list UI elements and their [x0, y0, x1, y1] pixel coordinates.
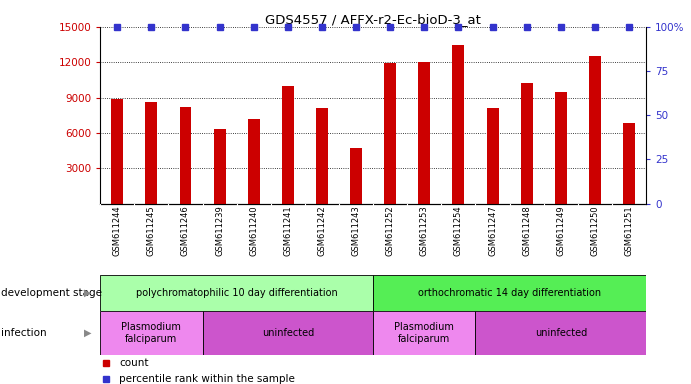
Text: GSM611248: GSM611248 — [522, 206, 531, 257]
Text: development stage: development stage — [1, 288, 102, 298]
Bar — [521, 83, 533, 204]
Bar — [316, 108, 328, 204]
Bar — [100, 311, 202, 355]
Bar — [145, 102, 158, 204]
Text: GSM611239: GSM611239 — [215, 206, 224, 257]
Bar — [384, 63, 396, 204]
Bar — [282, 86, 294, 204]
Text: GSM611241: GSM611241 — [283, 206, 292, 256]
Text: ▶: ▶ — [84, 288, 92, 298]
Bar — [373, 275, 646, 311]
Bar — [589, 56, 601, 204]
Bar — [248, 119, 260, 204]
Text: orthochromatic 14 day differentiation: orthochromatic 14 day differentiation — [418, 288, 601, 298]
Text: count: count — [120, 358, 149, 368]
Text: GSM611250: GSM611250 — [590, 206, 599, 256]
Text: Plasmodium
falciparum: Plasmodium falciparum — [395, 322, 454, 344]
Bar — [475, 311, 646, 355]
Text: polychromatophilic 10 day differentiation: polychromatophilic 10 day differentiatio… — [136, 288, 337, 298]
Text: GSM611246: GSM611246 — [181, 206, 190, 257]
Text: GSM611254: GSM611254 — [454, 206, 463, 256]
Text: GSM611253: GSM611253 — [420, 206, 429, 257]
Bar — [373, 311, 475, 355]
Bar — [214, 129, 225, 204]
Text: GSM611247: GSM611247 — [488, 206, 497, 257]
Bar — [623, 123, 635, 204]
Text: Plasmodium
falciparum: Plasmodium falciparum — [122, 322, 181, 344]
Title: GDS4557 / AFFX-r2-Ec-bioD-3_at: GDS4557 / AFFX-r2-Ec-bioD-3_at — [265, 13, 481, 26]
Bar — [555, 92, 567, 204]
Text: uninfected: uninfected — [262, 328, 314, 338]
Bar — [350, 148, 362, 204]
Text: GSM611240: GSM611240 — [249, 206, 258, 256]
Text: GSM611243: GSM611243 — [352, 206, 361, 257]
Bar — [202, 311, 373, 355]
Text: GSM611244: GSM611244 — [113, 206, 122, 256]
Text: uninfected: uninfected — [535, 328, 587, 338]
Text: GSM611242: GSM611242 — [317, 206, 326, 256]
Bar — [100, 275, 373, 311]
Text: GSM611251: GSM611251 — [625, 206, 634, 256]
Bar — [486, 108, 498, 204]
Bar — [418, 62, 430, 204]
Text: percentile rank within the sample: percentile rank within the sample — [120, 374, 295, 384]
Text: ▶: ▶ — [84, 328, 92, 338]
Bar — [453, 45, 464, 204]
Text: GSM611252: GSM611252 — [386, 206, 395, 256]
Text: infection: infection — [1, 328, 47, 338]
Text: GSM611249: GSM611249 — [556, 206, 565, 256]
Bar — [111, 99, 123, 204]
Text: GSM611245: GSM611245 — [147, 206, 156, 256]
Bar — [180, 107, 191, 204]
